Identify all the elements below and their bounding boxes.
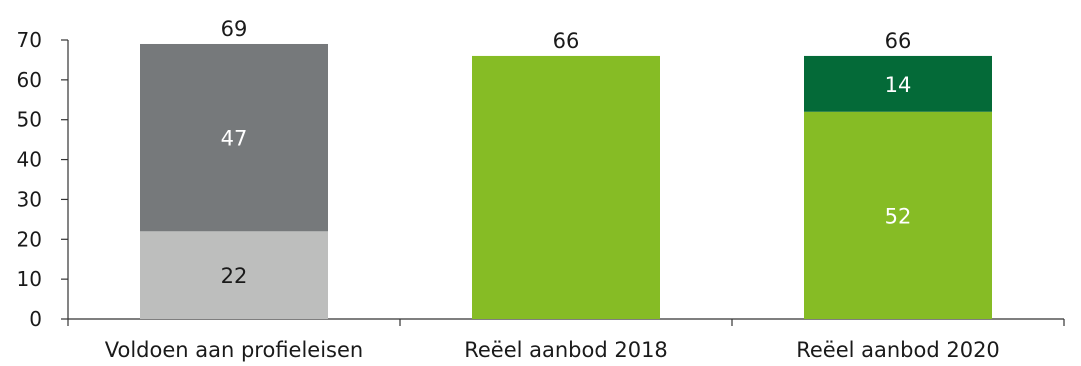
bar-segment bbox=[140, 43, 328, 232]
bar-segment bbox=[804, 55, 992, 112]
y-tick-label: 50 bbox=[17, 108, 42, 132]
x-category-label: Reëel aanbod 2020 bbox=[796, 338, 1000, 362]
y-tick-label: 70 bbox=[17, 28, 42, 52]
y-tick-label: 30 bbox=[17, 187, 42, 211]
bar-group: 66 bbox=[472, 29, 660, 319]
y-axis: 0 10 20 30 40 50 60 70 bbox=[17, 28, 69, 331]
x-axis: Voldoen aan profieleisen Reëel aanbod 201… bbox=[67, 318, 1065, 362]
x-category-label: Reëel aanbod 2018 bbox=[464, 338, 668, 362]
segment-value-label: 14 bbox=[885, 73, 912, 97]
segment-value-label: 47 bbox=[221, 127, 248, 151]
bar-segment bbox=[472, 55, 660, 319]
bar-total-label: 66 bbox=[553, 29, 580, 53]
bar-group: 52 14 66 bbox=[804, 29, 992, 319]
y-tick-label: 60 bbox=[17, 68, 42, 92]
segment-value-label: 22 bbox=[221, 264, 248, 288]
bars: 22 47 69 66 52 14 66 bbox=[140, 17, 992, 319]
y-tick-label: 10 bbox=[17, 267, 42, 291]
bar-group: 22 47 69 bbox=[140, 17, 328, 319]
bar-segment bbox=[140, 231, 328, 319]
x-category-label: Voldoen aan profieleisen bbox=[105, 338, 363, 362]
y-tick-label: 40 bbox=[17, 148, 42, 172]
bar-segment bbox=[804, 111, 992, 319]
y-tick-label: 0 bbox=[29, 307, 42, 331]
bar-total-label: 66 bbox=[885, 29, 912, 53]
segment-value-label: 52 bbox=[885, 204, 912, 228]
y-tick-label: 20 bbox=[17, 227, 42, 251]
bar-total-label: 69 bbox=[221, 17, 248, 41]
